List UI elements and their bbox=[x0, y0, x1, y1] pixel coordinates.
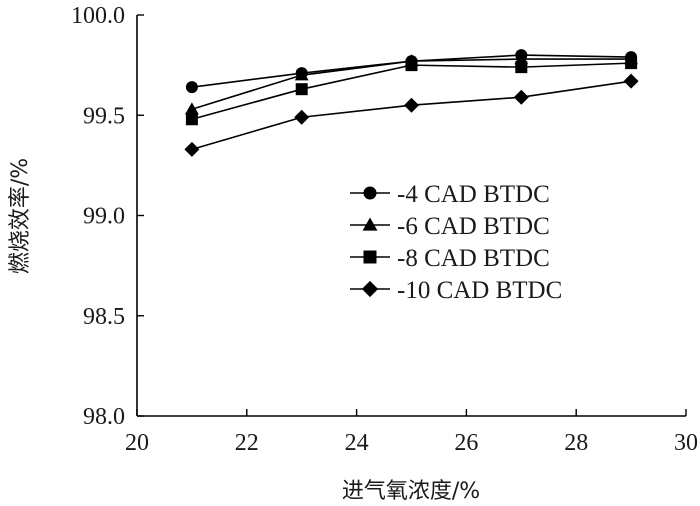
x-tick-label: 28 bbox=[564, 430, 588, 456]
legend-label: -10 CAD BTDC bbox=[397, 277, 562, 304]
data-point bbox=[294, 109, 310, 125]
x-tick-label: 30 bbox=[674, 430, 698, 456]
data-point bbox=[185, 113, 198, 126]
x-ticks: 20 22 24 26 28 30 bbox=[125, 409, 698, 456]
data-point bbox=[513, 89, 529, 105]
y-axis-title: 燃烧效率/% bbox=[8, 158, 33, 274]
series-diamond bbox=[184, 73, 639, 157]
x-tick-label: 24 bbox=[345, 430, 369, 456]
legend-marker bbox=[363, 250, 377, 264]
legend-item: -4 CAD BTDC bbox=[350, 181, 550, 208]
x-tick-label: 26 bbox=[454, 430, 478, 456]
legend-marker bbox=[361, 280, 379, 298]
legend-item: -8 CAD BTDC bbox=[350, 245, 550, 272]
y-tick-label: 98.0 bbox=[83, 404, 125, 430]
series-square bbox=[185, 57, 638, 126]
y-tick-label: 98.5 bbox=[83, 304, 125, 330]
legend-item: -10 CAD BTDC bbox=[350, 277, 562, 304]
y-ticks: 98.0 98.5 99.0 99.5 100.0 bbox=[71, 3, 144, 430]
legend-marker bbox=[363, 186, 377, 200]
y-tick-label: 99.5 bbox=[83, 103, 125, 129]
series-layer bbox=[184, 49, 639, 157]
data-point bbox=[295, 83, 308, 96]
data-point bbox=[625, 57, 638, 70]
x-tick-label: 22 bbox=[235, 430, 259, 456]
x-axis-title: 进气氧浓度/% bbox=[342, 479, 480, 504]
x-tick-label: 20 bbox=[125, 430, 149, 456]
data-point bbox=[185, 102, 199, 115]
y-tick-label: 99.0 bbox=[83, 204, 125, 230]
data-point bbox=[294, 68, 309, 81]
legend-item: -6 CAD BTDC bbox=[350, 213, 550, 240]
series-line bbox=[191, 80, 632, 151]
y-tick-label: 100.0 bbox=[71, 3, 125, 29]
legend: -4 CAD BTDC -6 CAD BTDC -8 CAD BTDC -10 CAD… bbox=[350, 181, 562, 304]
data-point bbox=[623, 73, 639, 89]
legend-marker bbox=[362, 217, 378, 231]
legend-label: -6 CAD BTDC bbox=[397, 213, 550, 240]
data-point bbox=[185, 81, 198, 94]
data-point bbox=[404, 97, 419, 113]
data-point bbox=[405, 59, 418, 72]
data-point bbox=[184, 141, 200, 157]
legend-label: -8 CAD BTDC bbox=[397, 245, 550, 272]
data-point bbox=[515, 61, 528, 74]
legend-label: -4 CAD BTDC bbox=[397, 181, 550, 208]
